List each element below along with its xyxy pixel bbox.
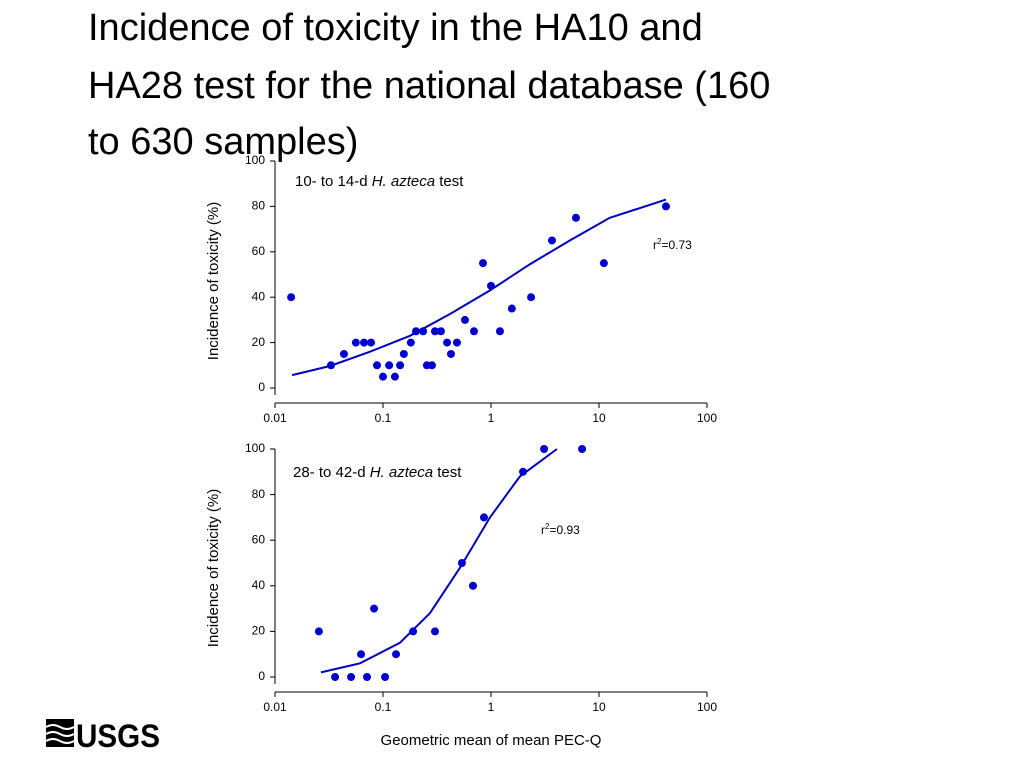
y-tick-label: 100 (245, 441, 265, 455)
r-squared-part: r (541, 523, 545, 537)
data-point (392, 650, 401, 659)
r-squared-part: =0.93 (549, 523, 580, 537)
y-axis-label: Incidence of toxicity (%) (205, 489, 222, 647)
y-tick-label: 20 (252, 624, 266, 638)
data-point (363, 673, 372, 681)
data-point (385, 361, 394, 370)
data-point (409, 627, 418, 636)
data-point (339, 349, 348, 358)
y-tick-label: 40 (252, 578, 266, 592)
fit-curve (291, 198, 667, 377)
data-point (370, 604, 379, 613)
data-point (287, 293, 296, 302)
logo-text: USGS (76, 718, 160, 754)
y-tick-label: 0 (258, 380, 265, 394)
data-point (479, 513, 488, 522)
title-line: Incidence of toxicity in the HA10 and (88, 7, 703, 49)
x-tick-label: 100 (697, 411, 717, 425)
data-point (314, 627, 323, 636)
data-point (360, 338, 369, 347)
annotation-part: 10- to 14-d (295, 173, 372, 190)
data-point (443, 338, 452, 347)
data-point (468, 581, 477, 590)
data-point (411, 327, 420, 336)
y-tick-label: 80 (252, 199, 266, 213)
annotation: 28- to 42-d H. azteca test (293, 464, 462, 481)
y-tick-label: 60 (252, 532, 266, 546)
data-point (495, 327, 504, 336)
usgs-logo: USGS (45, 718, 160, 754)
data-point (507, 304, 516, 313)
annotation-part: 28- to 42-d (293, 464, 370, 481)
data-point (460, 315, 469, 324)
data-point (571, 213, 580, 222)
x-tick-label: 100 (697, 700, 717, 714)
data-point (406, 338, 415, 347)
r-squared: r2=0.93 (541, 522, 580, 537)
data-point (396, 361, 405, 370)
r-squared: r2=0.73 (653, 237, 692, 252)
r-squared-part: 2 (545, 522, 550, 531)
x-tick-label: 10 (592, 411, 606, 425)
data-point (357, 650, 366, 659)
data-point (599, 259, 608, 268)
y-tick-label: 100 (245, 153, 265, 167)
data-point (399, 349, 408, 358)
x-tick-label: 0.01 (263, 700, 287, 714)
data-point (527, 293, 536, 302)
x-tick-label: 0.01 (263, 411, 287, 425)
r-squared-part: r (653, 238, 657, 252)
x-axis-label: Geometric mean of mean PEC-Q (381, 732, 602, 749)
data-point (430, 627, 439, 636)
fit-curve (320, 448, 558, 674)
data-point (390, 372, 399, 381)
data-point (331, 673, 340, 681)
data-point (436, 327, 445, 336)
data-point (470, 327, 479, 336)
data-point (487, 281, 495, 290)
annotation-part: H. azteca (372, 173, 435, 190)
y-tick-label: 40 (252, 289, 266, 303)
y-tick-label: 20 (252, 335, 266, 349)
annotation-part: test (433, 464, 462, 481)
data-point (347, 673, 356, 681)
data-point (547, 236, 556, 245)
data-point (367, 338, 376, 347)
title-line: HA28 test for the national database (160 (88, 65, 770, 107)
title-line: to 630 samples) (88, 121, 358, 163)
data-point (478, 259, 487, 268)
annotation-part: H. azteca (370, 464, 433, 481)
annotation-part: test (435, 173, 464, 190)
data-point (419, 327, 428, 336)
data-point (661, 202, 670, 211)
x-tick-label: 0.1 (375, 700, 392, 714)
r-squared-part: 2 (657, 237, 662, 246)
data-point (519, 467, 528, 476)
y-tick-label: 0 (258, 669, 265, 683)
data-point (381, 673, 390, 681)
y-axis-label: Incidence of toxicity (%) (205, 202, 222, 360)
x-tick-label: 1 (488, 700, 495, 714)
data-point (457, 559, 466, 567)
data-point (452, 338, 461, 347)
data-point (427, 361, 436, 370)
data-point (351, 338, 360, 347)
x-tick-label: 0.1 (375, 411, 392, 425)
data-point (373, 361, 382, 370)
logo-waves (45, 724, 75, 744)
data-point (430, 327, 439, 336)
data-point (379, 372, 387, 381)
x-tick-label: 10 (592, 700, 606, 714)
y-tick-label: 60 (252, 244, 266, 258)
annotation: 10- to 14-d H. azteca test (295, 173, 464, 190)
data-point (578, 445, 587, 453)
data-point (326, 361, 335, 370)
r-squared-part: =0.73 (661, 238, 692, 252)
y-tick-label: 80 (252, 487, 266, 501)
data-point (446, 349, 455, 358)
data-point (540, 445, 549, 453)
x-tick-label: 1 (488, 411, 495, 425)
